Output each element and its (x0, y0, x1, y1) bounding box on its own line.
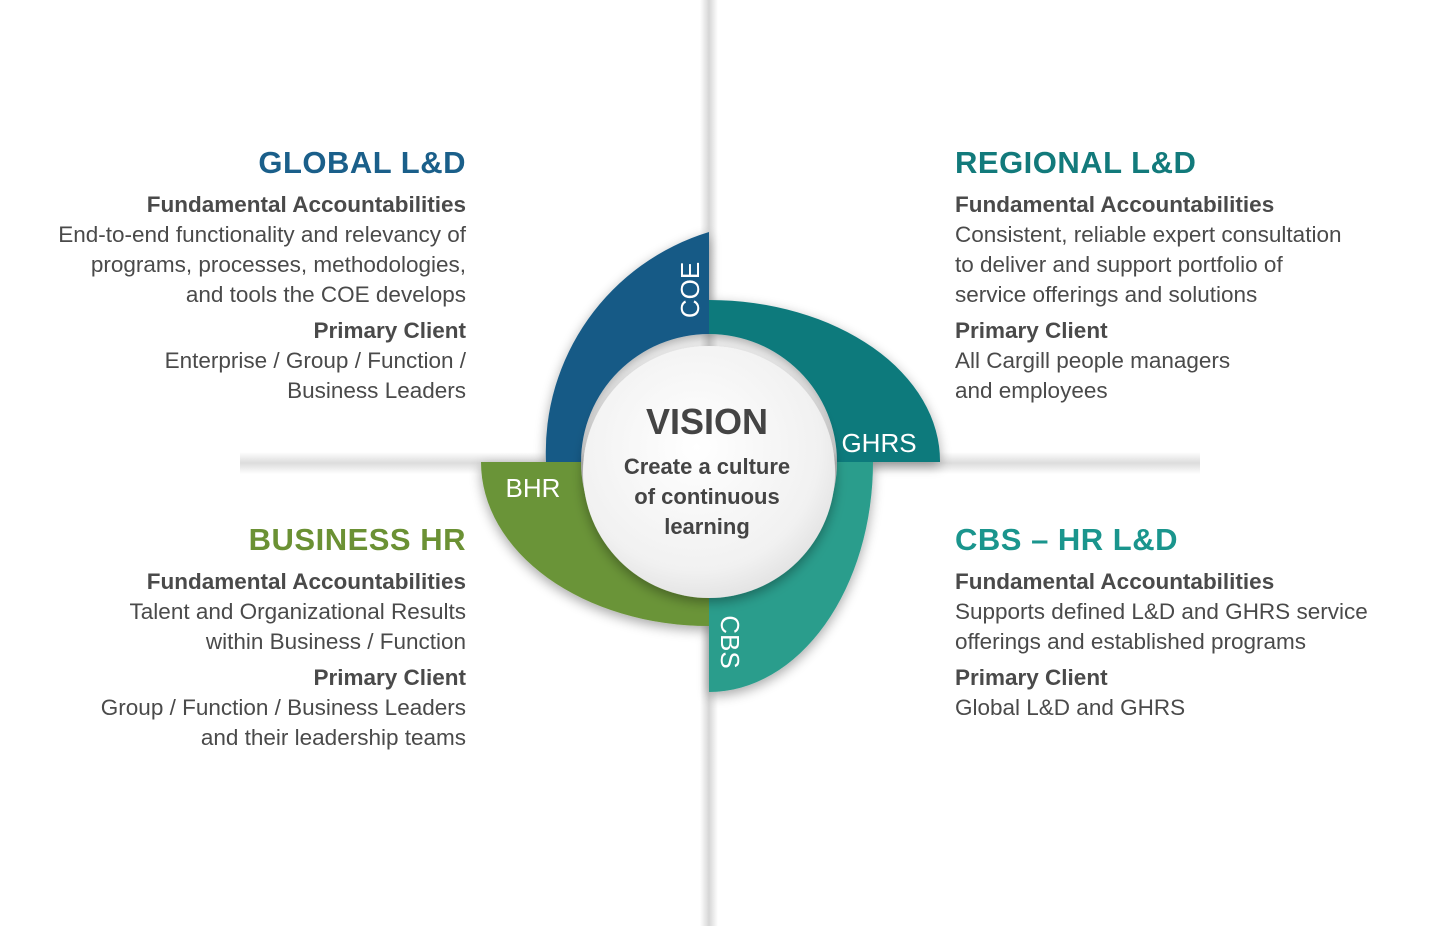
vision-title: VISION (646, 401, 768, 442)
coe-segment (545, 232, 709, 462)
vision-circle (583, 346, 835, 598)
ghrs-label: GHRS (841, 428, 916, 458)
regional-ld-block: REGIONAL L&D Fundamental Accountabilitie… (955, 146, 1415, 406)
bhr-segment (481, 462, 709, 626)
ring-segments (481, 232, 941, 692)
global-ld-title: GLOBAL L&D (258, 145, 466, 180)
cbs-hr-ld-title: CBS – HR L&D (955, 522, 1179, 557)
business-hr-title: BUSINESS HR (248, 522, 466, 557)
business-accountabilities-heading: Fundamental Accountabilities (146, 569, 466, 594)
global-client-text: Enterprise / Group / Function / Business… (164, 348, 466, 403)
cbs-client-heading: Primary Client (955, 665, 1108, 690)
global-client-heading: Primary Client (313, 318, 466, 343)
regional-ld-title: REGIONAL L&D (955, 145, 1197, 180)
cbs-hr-ld-block: CBS – HR L&D Fundamental Accountabilitie… (955, 523, 1415, 723)
business-hr-block: BUSINESS HR Fundamental Accountabilities… (6, 523, 466, 753)
global-ld-block: GLOBAL L&D Fundamental Accountabilities … (6, 146, 466, 406)
regional-client-heading: Primary Client (955, 318, 1108, 343)
business-client-heading: Primary Client (313, 665, 466, 690)
coe-label: COE (675, 262, 705, 318)
regional-client-text: All Cargill people managers and employee… (955, 348, 1231, 403)
business-accountabilities-text: Talent and Organizational Results within… (129, 599, 466, 654)
bhr-label: BHR (506, 473, 561, 503)
cbs-accountabilities-heading: Fundamental Accountabilities (955, 569, 1275, 594)
business-client-text: Group / Function / Business Leaders and … (100, 695, 466, 750)
regional-accountabilities-heading: Fundamental Accountabilities (955, 192, 1275, 217)
global-accountabilities-heading: Fundamental Accountabilities (146, 192, 466, 217)
global-accountabilities-text: End-to-end functionality and relevancy o… (58, 222, 466, 307)
cbs-label: CBS (715, 615, 745, 668)
vision-line-1: Create a culture (624, 454, 790, 479)
cbs-segment (709, 462, 873, 692)
cbs-client-text: Global L&D and GHRS (955, 695, 1186, 720)
ghrs-segment (709, 300, 941, 462)
vision-line-3: learning (664, 514, 750, 539)
cbs-accountabilities-text: Supports defined L&D and GHRS service of… (955, 599, 1368, 654)
regional-accountabilities-text: Consistent, reliable expert consultation… (955, 222, 1342, 307)
vision-line-2: of continuous (634, 484, 779, 509)
